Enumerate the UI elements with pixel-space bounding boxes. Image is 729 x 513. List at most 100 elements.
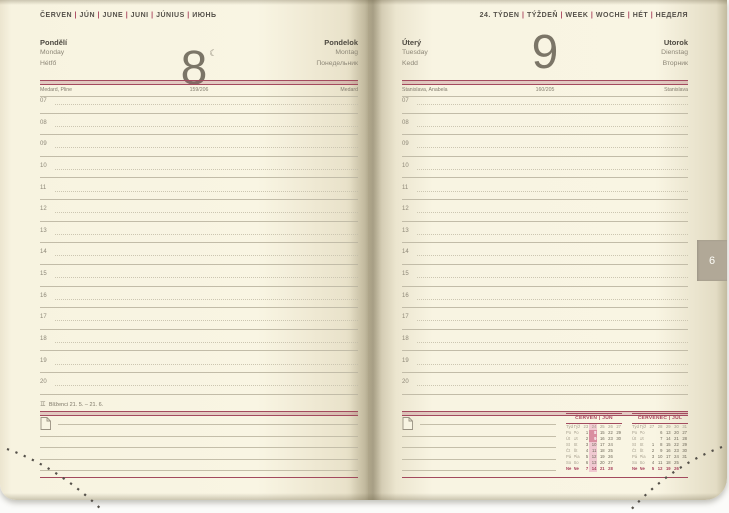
- mini-calendars: ČERVEN | JÚN Týd Týž 23 24 25 26 27 Po Po 1 8 15 22 29…: [566, 413, 688, 475]
- hour-row: 10: [40, 162, 358, 184]
- month-label: JÚNIUS: [156, 12, 185, 19]
- hour-dotted-line: [417, 277, 688, 278]
- half-hour-line: [40, 134, 358, 136]
- minical-cell: 23: [608, 436, 613, 441]
- hour-dotted-line: [55, 341, 358, 343]
- hour-grid: 07 08 09 10 11 12 13 14 15 16 17 18 19 20: [402, 97, 688, 400]
- day-name-secondary: Понедельник: [316, 59, 358, 67]
- page-right: [368, 0, 727, 500]
- minical-cell: 20: [599, 460, 605, 465]
- hour-row: 17: [402, 313, 688, 335]
- half-hour-line: [40, 393, 358, 395]
- hour-row: 08: [40, 119, 358, 141]
- month-label: WEEK: [565, 12, 589, 19]
- hour-dotted-line: [417, 190, 688, 192]
- minical-day-label: St: [573, 442, 578, 447]
- zodiac-label: Blíženci 21. 5. – 21. 6.: [48, 402, 104, 408]
- month-label: НЕДЕЛЯ: [655, 12, 688, 19]
- separator: |: [187, 12, 190, 19]
- hour-row: 20: [40, 378, 358, 400]
- month-label: HÉT: [632, 12, 649, 19]
- nameday-row: Stanislava, Anabela 160/205 Stanislava: [402, 86, 688, 97]
- minical-day-label: St: [639, 442, 644, 447]
- half-hour-line: [40, 372, 358, 373]
- day-name-primary: Pondelok: [324, 38, 358, 47]
- hour-dotted-line: [417, 168, 688, 170]
- hour-row: 15: [40, 270, 358, 292]
- mini-calendar-row: So So 6 13 20 27: [566, 460, 622, 466]
- minical-cell: 22: [608, 430, 613, 435]
- minical-cell: 21: [599, 466, 605, 471]
- mini-calendar-row: St St 1 8 15 22 29: [632, 442, 688, 448]
- minical-cell: 17: [599, 442, 605, 447]
- minical-cell: 12: [657, 466, 663, 471]
- week-header: 24. TÝDEN | TÝŽDEŇ | WEEK | WOCHE | HÉT | НЕДЕЛЯ: [402, 12, 688, 22]
- half-hour-line: [402, 155, 688, 157]
- hour-row: 12: [40, 205, 358, 227]
- hour-dotted-line: [55, 125, 358, 127]
- minical-cell: 6: [585, 460, 589, 465]
- minical-cell: 4: [585, 448, 589, 453]
- hour-label: 10: [40, 162, 47, 169]
- half-hour-line: [402, 328, 688, 330]
- hour-grid: 07 08 09 10 11 12 13 14 15 16 17 18 19 20: [40, 97, 358, 400]
- hour-label: 14: [402, 249, 409, 256]
- day-name-secondary: Kedd: [402, 59, 418, 67]
- separator: |: [97, 12, 100, 19]
- minical-cell: 30: [674, 424, 679, 429]
- hour-row: 08: [402, 119, 688, 141]
- header-divider: [402, 80, 688, 85]
- minical-cell: 27: [682, 430, 688, 435]
- minical-cell: 7: [585, 466, 589, 471]
- minical-day-label: Ne: [573, 466, 579, 471]
- day-of-year: 160/205: [535, 87, 555, 93]
- minical-day-label: St: [632, 442, 636, 447]
- minical-day-label: Pá: [566, 454, 572, 459]
- half-hour-line: [40, 242, 358, 244]
- day-header-left-page: Pondělí Monday Hétfő 8 ☾ Pondelok Montag …: [40, 35, 358, 94]
- half-hour-line: [40, 112, 358, 114]
- hour-label: 12: [402, 206, 409, 213]
- half-hour-line: [402, 393, 688, 395]
- hour-dotted-line: [55, 233, 358, 235]
- hour-dotted-line: [55, 212, 358, 214]
- note-bottom-line: [40, 476, 358, 479]
- minical-cell: 16: [599, 436, 605, 441]
- day-header-right-page: Úterý Tuesday Kedd 9 Utorok Dienstag Вто…: [402, 28, 688, 79]
- half-hour-line: [40, 155, 358, 157]
- hour-label: 07: [402, 98, 409, 104]
- hour-dotted-line: [417, 298, 688, 300]
- hour-dotted-line: [55, 320, 358, 322]
- minical-cell: 24: [608, 442, 613, 447]
- day-names-slovak-german-russian: Pondelok Montag Понедельник: [248, 37, 358, 69]
- minical-day-label: Ne: [566, 466, 572, 471]
- hour-dotted-line: [417, 212, 688, 214]
- minical-cell: 15: [599, 430, 605, 435]
- mini-calendar-row: Po Po 6 13 20 27: [632, 430, 688, 436]
- month-label: 24. TÝDEN: [479, 12, 520, 19]
- minical-cell: 31: [682, 424, 688, 429]
- hour-dotted-line: [55, 385, 358, 387]
- hour-row: 11: [402, 184, 688, 206]
- minical-cell: 7: [660, 436, 663, 441]
- minical-day-label: Po: [639, 430, 645, 435]
- half-hour-line: [402, 263, 688, 265]
- minical-cell: 14: [589, 466, 598, 472]
- hour-label: 19: [40, 357, 47, 364]
- hour-label: 14: [40, 249, 47, 256]
- minical-cell: 26: [608, 454, 613, 459]
- separator: |: [590, 12, 594, 19]
- half-hour-line: [402, 134, 688, 136]
- note-line: [420, 424, 556, 425]
- day-number-digit: 9: [531, 26, 559, 79]
- month-label: ČERVEN: [40, 12, 73, 19]
- note-line: [40, 435, 358, 437]
- diary-spread: ČERVEN | JÚN | JUNE | JUNI | JÚNIUS | ИЮНЬ Pondělí…: [0, 0, 727, 500]
- note-line: [40, 447, 358, 448]
- hour-dotted-line: [55, 298, 358, 300]
- half-hour-line: [40, 328, 358, 330]
- page-left: [0, 0, 368, 500]
- footer-divider: [40, 411, 358, 416]
- separator: |: [125, 12, 129, 19]
- hour-label: 09: [402, 141, 409, 148]
